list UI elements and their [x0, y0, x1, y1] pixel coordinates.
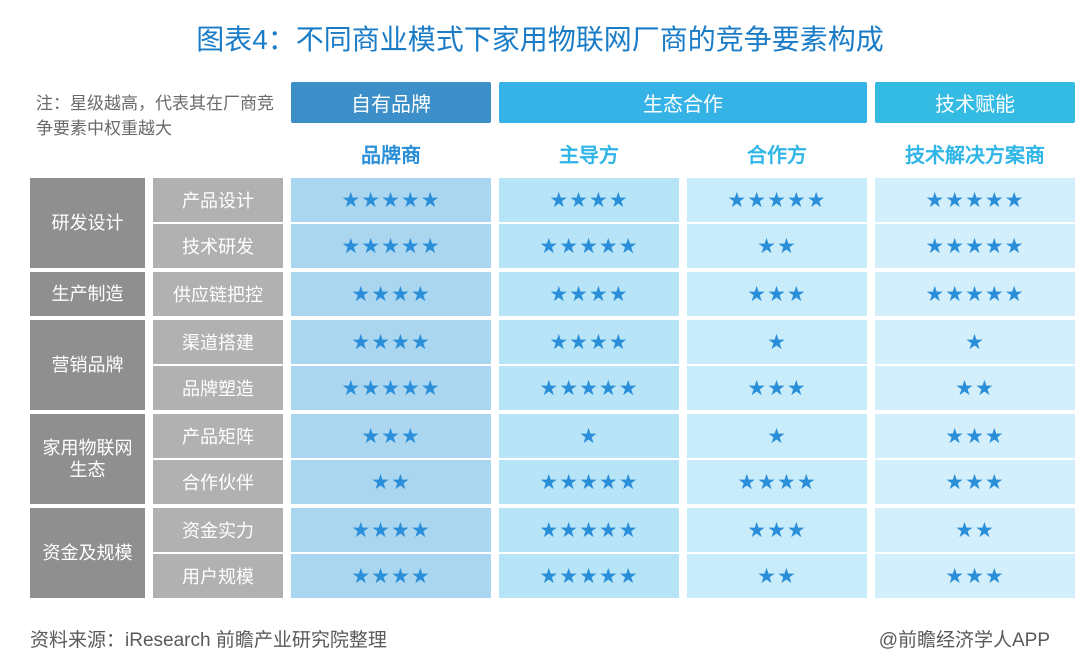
- star-cell: ★★★★: [499, 178, 679, 222]
- subrow-label: 合作伙伴: [153, 460, 283, 504]
- star-cell: ★★★★★: [499, 366, 679, 410]
- star-cell: ★★★★: [687, 460, 867, 504]
- star-cell: ★★★★: [291, 554, 491, 598]
- source-text: 资料来源：iResearch 前瞻产业研究院整理: [30, 625, 387, 652]
- star-cell: ★★★: [291, 414, 491, 458]
- col-sub-tech: 技术解决方案商: [875, 131, 1075, 178]
- star-cell: ★★★★: [291, 508, 491, 552]
- subrow-label: 用户规模: [153, 554, 283, 598]
- star-cell: ★★★★: [499, 320, 679, 364]
- star-cell: ★★★: [687, 508, 867, 552]
- chart-footer: 资料来源：iResearch 前瞻产业研究院整理 @前瞻经济学人APP: [30, 625, 1050, 652]
- col-sub-eco-coop: 合作方: [687, 131, 867, 178]
- category-label: 生产制造: [30, 272, 145, 316]
- subrow-label: 产品设计: [153, 178, 283, 222]
- category-label: 营销品牌: [30, 320, 145, 410]
- subrow-label: 产品矩阵: [153, 414, 283, 458]
- star-cell: ★★★★★: [291, 178, 491, 222]
- col-header-eco: 生态合作: [499, 82, 867, 123]
- col-header-brand: 自有品牌: [291, 82, 491, 123]
- col-header-tech: 技术赋能: [875, 82, 1075, 123]
- star-cell: ★★★★★: [875, 224, 1075, 268]
- star-cell: ★★★★★: [499, 508, 679, 552]
- star-cell: ★★: [291, 460, 491, 504]
- category-label: 资金及规模: [30, 508, 145, 598]
- star-cell: ★★: [687, 554, 867, 598]
- category-label: 研发设计: [30, 178, 145, 268]
- star-cell: ★★★★: [291, 320, 491, 364]
- subrow-label: 渠道搭建: [153, 320, 283, 364]
- col-sub-eco-lead: 主导方: [499, 131, 679, 178]
- star-cell: ★★★: [875, 414, 1075, 458]
- star-cell: ★★★: [687, 366, 867, 410]
- star-cell: ★★★★: [291, 272, 491, 316]
- subrow-label: 资金实力: [153, 508, 283, 552]
- subrow-label: 品牌塑造: [153, 366, 283, 410]
- star-cell: ★★★★★: [875, 272, 1075, 316]
- star-cell: ★★★: [687, 272, 867, 316]
- note-text: 注：星级越高，代表其在厂商竞争要素中权重越大: [30, 82, 283, 178]
- star-cell: ★★: [687, 224, 867, 268]
- chart-body: 注：星级越高，代表其在厂商竞争要素中权重越大自有品牌生态合作技术赋能品牌商主导方…: [0, 82, 1080, 598]
- star-cell: ★★★: [875, 460, 1075, 504]
- star-cell: ★★★★★: [499, 224, 679, 268]
- col-sub-brand: 品牌商: [291, 131, 491, 178]
- subrow-label: 供应链把控: [153, 272, 283, 316]
- star-cell: ★★: [875, 366, 1075, 410]
- star-cell: ★: [875, 320, 1075, 364]
- star-cell: ★: [499, 414, 679, 458]
- star-cell: ★★★★★: [875, 178, 1075, 222]
- chart-title: 图表4：不同商业模式下家用物联网厂商的竞争要素构成: [0, 0, 1080, 82]
- star-cell: ★: [687, 320, 867, 364]
- star-cell: ★★★: [875, 554, 1075, 598]
- star-cell: ★★★★★: [291, 366, 491, 410]
- star-cell: ★★★★★: [499, 460, 679, 504]
- star-cell: ★★★★★: [291, 224, 491, 268]
- star-cell: ★★★★★: [499, 554, 679, 598]
- star-cell: ★: [687, 414, 867, 458]
- star-cell: ★★★★★: [687, 178, 867, 222]
- star-cell: ★★: [875, 508, 1075, 552]
- category-label: 家用物联网生态: [30, 414, 145, 504]
- subrow-label: 技术研发: [153, 224, 283, 268]
- star-cell: ★★★★: [499, 272, 679, 316]
- credit-text: @前瞻经济学人APP: [879, 625, 1050, 652]
